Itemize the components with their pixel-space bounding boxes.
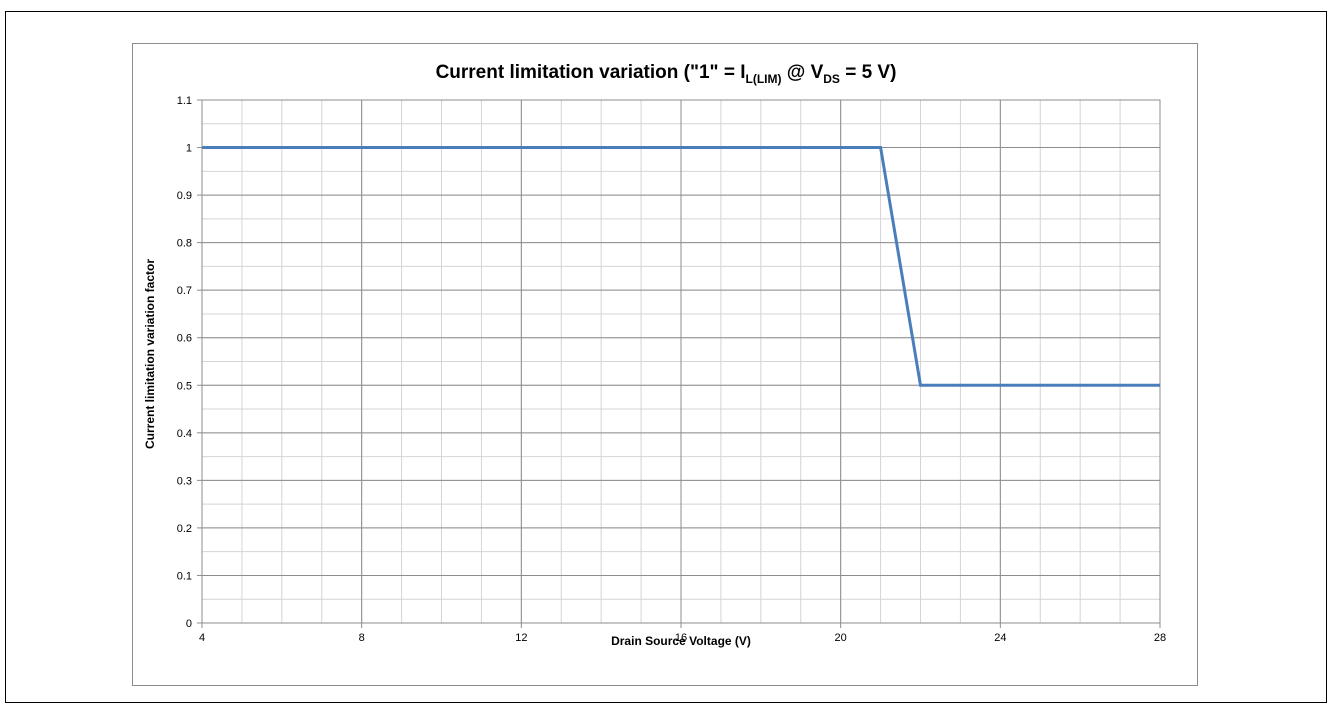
- chart-title: Current limitation variation ("1" = IL(L…: [436, 62, 897, 86]
- x-tick-label: 8: [359, 632, 365, 644]
- x-tick-label: 24: [994, 632, 1006, 644]
- x-axis-title: Drain Source Voltage (V): [611, 634, 751, 648]
- x-tick-label: 16: [675, 632, 687, 644]
- y-tick-label: 0.4: [177, 428, 192, 440]
- figure-frame: [5, 11, 1327, 703]
- chart-area: Current limitation variation ("1" = IL(L…: [132, 43, 1198, 686]
- x-tick-label: 28: [1154, 632, 1166, 644]
- x-axis-tick-labels: 4 8 12 16 20 24 28: [199, 632, 1166, 644]
- y-axis-tick-labels: 0 0.1 0.2 0.3 0.4 0.5 0.6 0.7 0.8 0.9 1 1.1: [177, 95, 192, 630]
- y-tick-label: 1.1: [177, 95, 192, 107]
- y-tick-label: 0.8: [177, 238, 192, 250]
- y-tick-label: 0: [186, 618, 192, 630]
- y-tick-label: 0.2: [177, 523, 192, 535]
- y-tick-label: 0.7: [177, 285, 192, 297]
- axis-ticks: [197, 99, 1161, 628]
- series-line: [202, 146, 1160, 387]
- y-axis-title: Current limitation variation factor: [143, 259, 157, 449]
- y-tick-label: 0.9: [177, 190, 192, 202]
- x-tick-label: 12: [515, 632, 527, 644]
- x-tick-label: 4: [199, 632, 205, 644]
- y-tick-label: 1: [186, 143, 192, 155]
- series-lines: [202, 146, 1160, 387]
- line-chart: Current limitation variation ("1" = IL(L…: [143, 62, 1166, 648]
- x-tick-label: 20: [835, 632, 847, 644]
- y-tick-label: 0.3: [177, 475, 192, 487]
- y-tick-label: 0.5: [177, 380, 192, 392]
- y-tick-label: 0.6: [177, 333, 192, 345]
- y-tick-label: 0.1: [177, 570, 192, 582]
